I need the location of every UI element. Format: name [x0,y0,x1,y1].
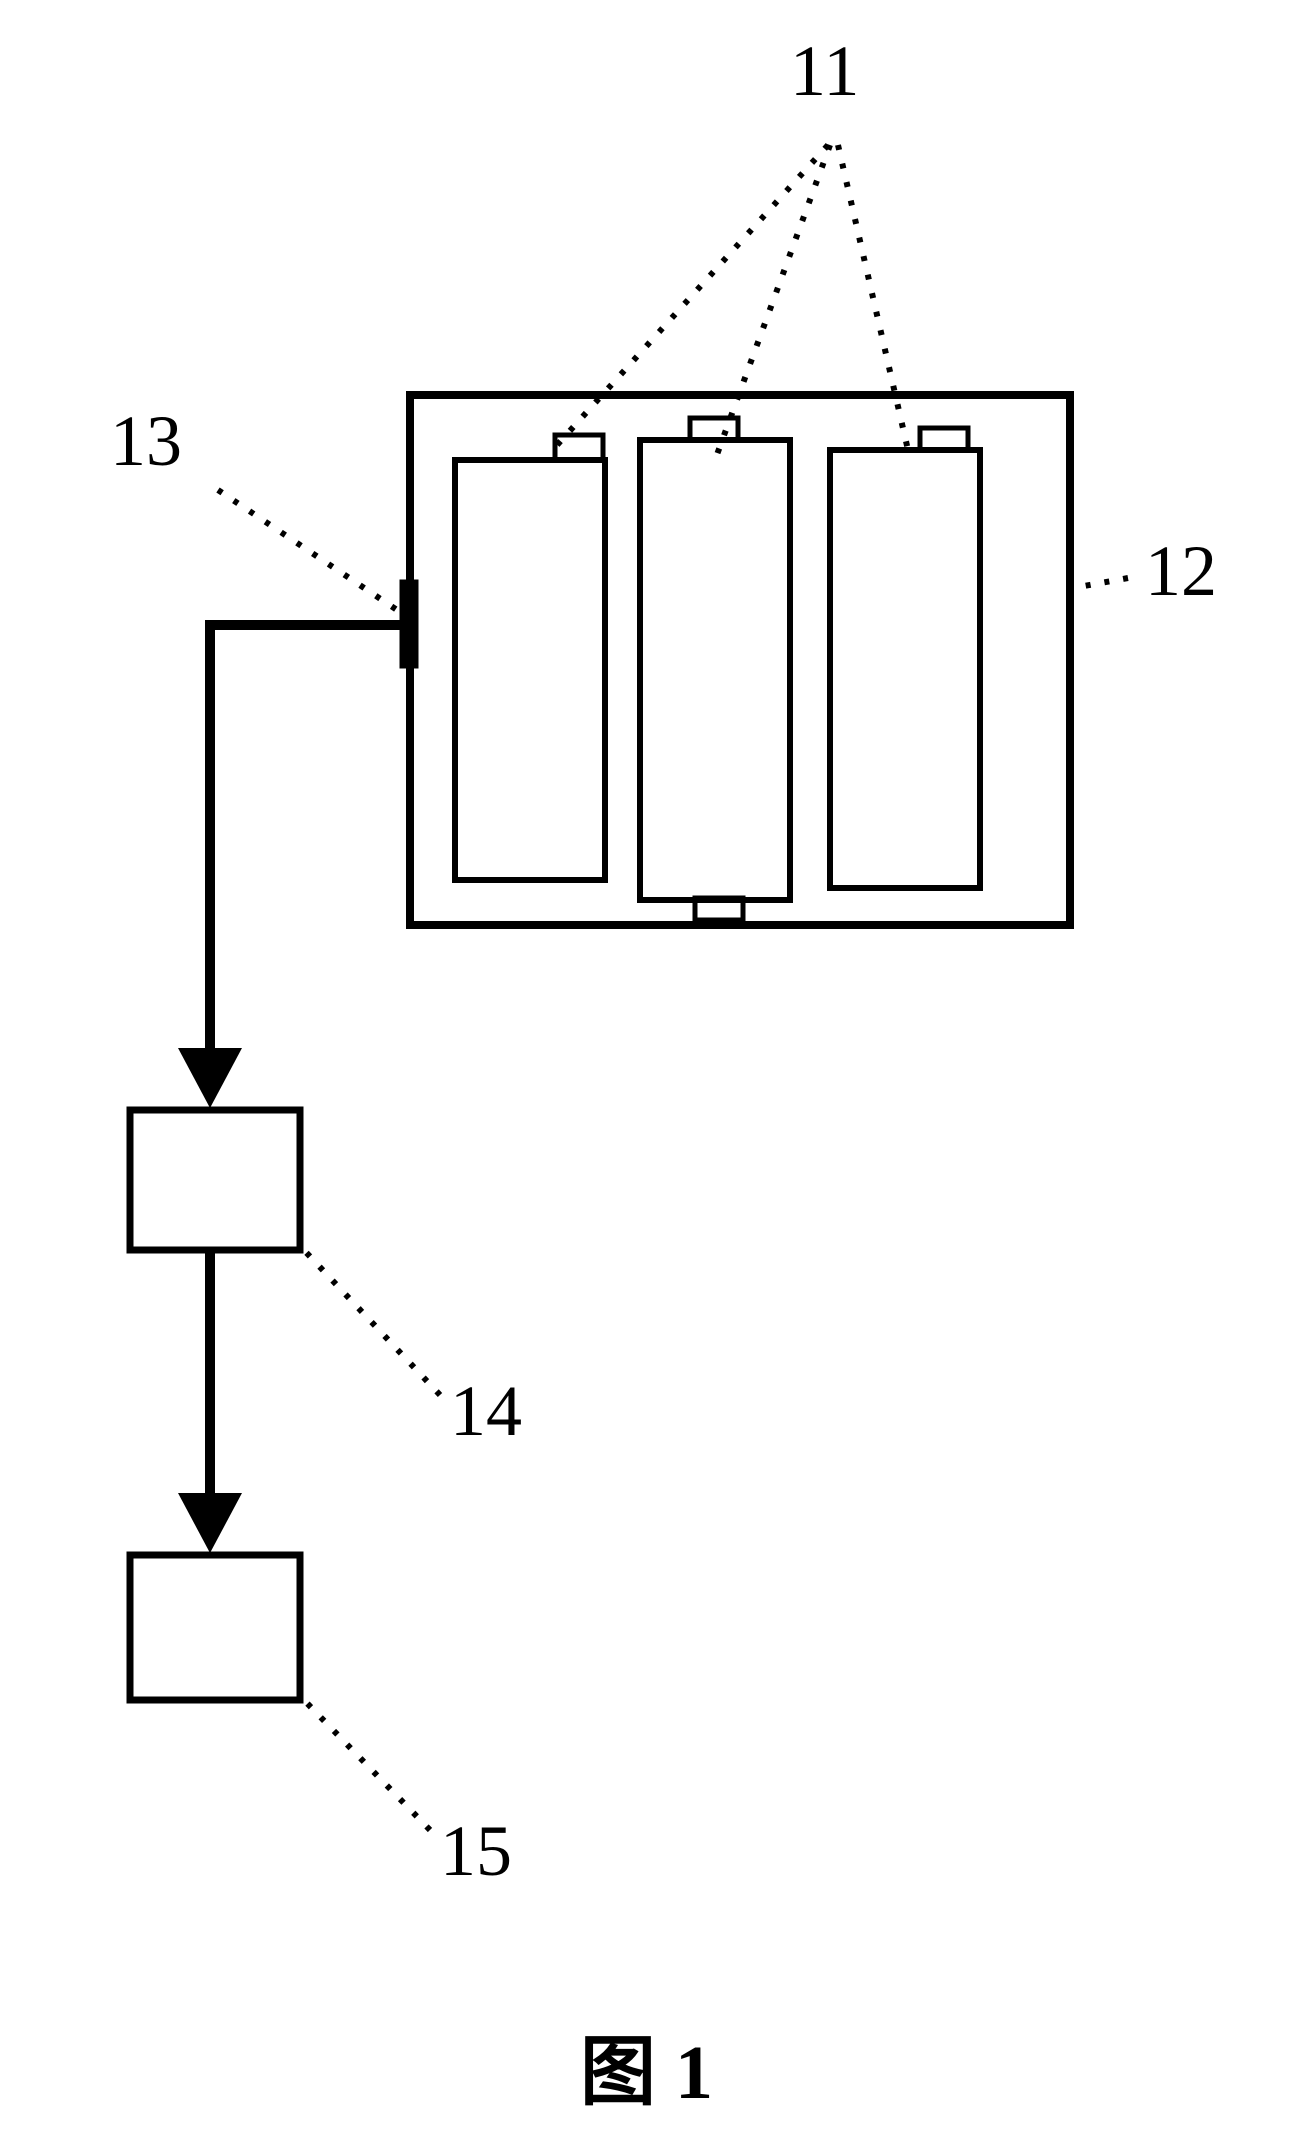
figure-caption: 图 1 [580,2010,713,2120]
cell-2 [640,440,790,900]
leader-11-cell2 [715,145,830,460]
box-14 [130,1110,300,1250]
arrow-path-1 [210,625,402,1065]
cell-1 [455,460,605,880]
label-15: 15 [440,1810,512,1893]
cell-3 [830,450,980,888]
leader-12 [1073,578,1128,588]
diagram-svg [0,0,1315,2134]
leader-14 [302,1248,440,1395]
leader-15 [302,1698,430,1830]
label-13: 13 [110,400,182,483]
leader-11-cell1 [548,145,828,455]
leader-11-cell3 [838,145,908,450]
label-14: 14 [450,1370,522,1453]
label-12: 12 [1145,530,1217,613]
arrow-head-2 [178,1493,242,1553]
label-11: 11 [790,30,859,113]
leader-13 [218,490,400,612]
diagram-canvas: 11 12 13 14 15 图 1 [0,0,1315,2134]
box-15 [130,1555,300,1700]
arrow-head-1 [178,1048,242,1108]
